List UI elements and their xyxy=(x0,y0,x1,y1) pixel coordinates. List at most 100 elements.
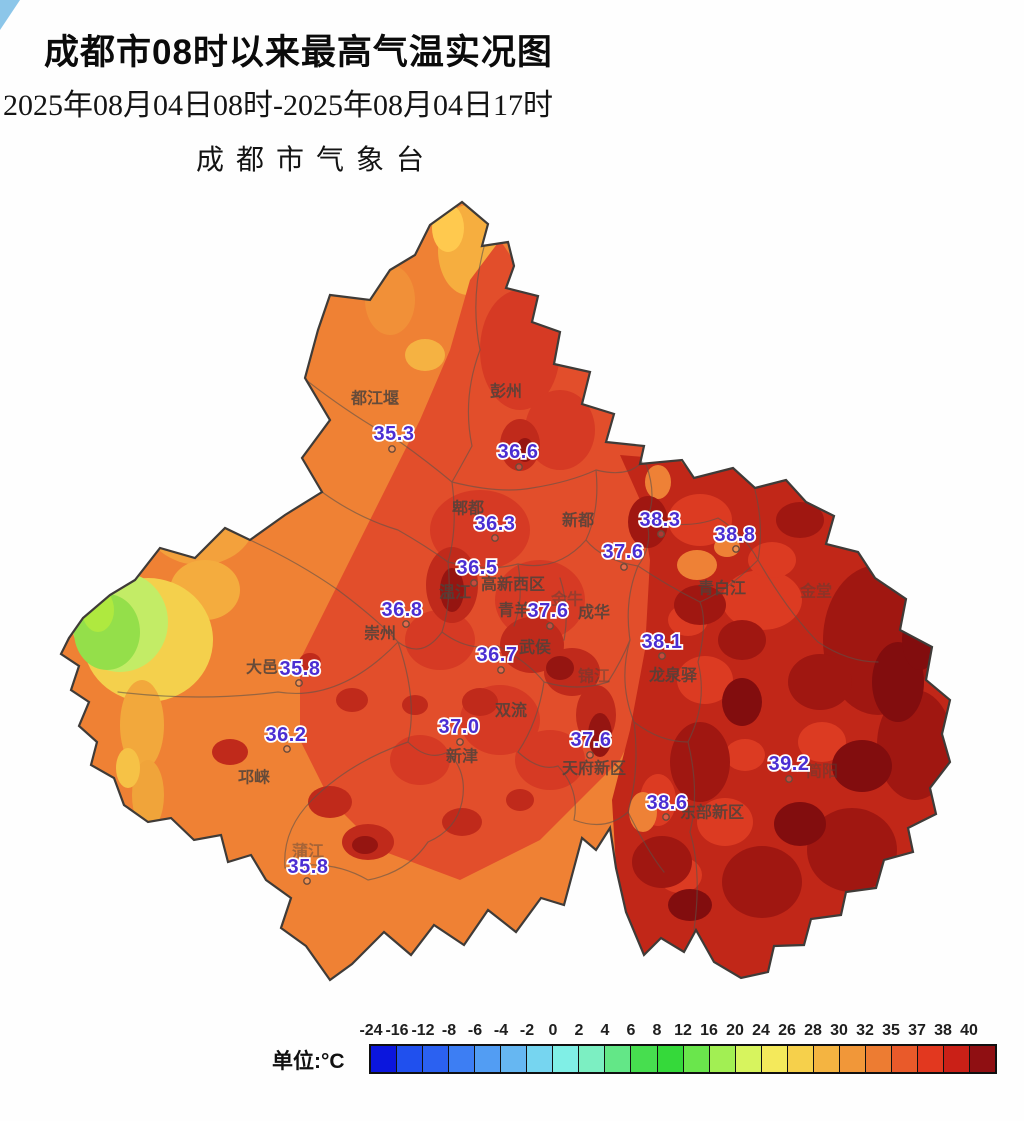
colorbar-tick-label: 4 xyxy=(600,1022,610,1039)
colorbar-cell xyxy=(423,1046,450,1072)
colorbar-cell xyxy=(631,1046,658,1072)
colorbar-tick-label: -2 xyxy=(519,1022,535,1039)
station-temperature-value: 36.3 xyxy=(475,513,516,535)
district-label: 大邑 xyxy=(246,658,278,677)
colorbar-cell xyxy=(371,1046,398,1072)
station-temperature-value: 38.8 xyxy=(715,524,756,546)
colorbar-cell xyxy=(891,1046,918,1072)
colorbar-cell xyxy=(735,1046,762,1072)
district-label: 金牛 xyxy=(550,590,583,609)
colorbar-cell xyxy=(917,1046,945,1072)
colorbar-cell xyxy=(787,1046,814,1072)
colorbar-cell xyxy=(970,1046,996,1072)
colorbar-cell xyxy=(683,1046,710,1072)
colorbar-cell xyxy=(527,1046,554,1072)
district-label: 成华 xyxy=(578,603,610,622)
date-range: 2025年08月04日08时-2025年08月04日17时 xyxy=(3,89,553,122)
station-temperature-value: 39.2 xyxy=(769,753,810,775)
district-label: 温江 xyxy=(438,584,471,602)
city-boundary xyxy=(59,200,952,982)
colorbar-cell xyxy=(449,1046,476,1072)
station-marker xyxy=(303,877,311,885)
colorbar-cell xyxy=(813,1046,840,1072)
station-marker xyxy=(456,738,464,746)
colorbar-cell xyxy=(475,1046,502,1072)
station-marker xyxy=(785,775,793,783)
district-label: 高新西区 xyxy=(481,575,545,594)
station-marker xyxy=(470,579,478,587)
district-label: 新津 xyxy=(446,747,478,766)
corner-decoration-icon xyxy=(0,0,20,30)
station-marker xyxy=(497,666,505,674)
station-temperature-value: 35.8 xyxy=(288,856,329,878)
station-marker xyxy=(295,679,303,687)
colorbar-tick-label: 24 xyxy=(752,1022,770,1039)
district-label: 锦江 xyxy=(578,667,610,686)
station-marker xyxy=(732,545,740,553)
colorbar-cell xyxy=(501,1046,528,1072)
district-label: 都江堰 xyxy=(350,389,399,408)
colorbar-unit-label: 单位:°C xyxy=(272,1050,345,1073)
colorbar-cell xyxy=(605,1046,632,1072)
district-label: 新都 xyxy=(562,511,594,530)
station-marker xyxy=(402,620,410,628)
station-marker xyxy=(657,530,665,538)
station-temperature-value: 36.2 xyxy=(266,724,307,746)
colorbar-tick-label: 30 xyxy=(830,1022,848,1039)
station-values-layer: 35.3 36.6 36.3 37.6 38.3 38.8 36.5 36.8 37.6 36.7… xyxy=(264,421,811,885)
colorbar-tick-label: -6 xyxy=(467,1022,483,1039)
district-label: 崇州 xyxy=(364,624,396,643)
colorbar-tick-label: -4 xyxy=(493,1022,509,1039)
district-borders xyxy=(117,246,879,931)
colorbar-tick-label: -8 xyxy=(441,1022,457,1039)
station-marker xyxy=(388,445,396,453)
station-marker xyxy=(620,563,628,571)
district-label: 龙泉驿 xyxy=(648,666,698,685)
colorbar-tick-label: -12 xyxy=(411,1022,435,1039)
colorbar-cell xyxy=(397,1046,424,1072)
colorbar-tick-label: 16 xyxy=(700,1022,718,1039)
station-marker xyxy=(662,813,670,821)
colorbar-tick-label: -16 xyxy=(385,1022,409,1039)
station-temperature-value: 38.3 xyxy=(640,509,681,531)
station-temperature-value: 37.6 xyxy=(603,541,644,563)
station-temperature-value: 38.1 xyxy=(642,631,683,653)
colorbar-cell xyxy=(579,1046,606,1072)
station-marker xyxy=(546,622,554,630)
station-temperature-value: 36.6 xyxy=(498,441,539,463)
district-label: 天府新区 xyxy=(562,759,626,778)
station-temperature-value: 36.7 xyxy=(477,644,518,666)
district-label: 青白江 xyxy=(698,579,746,598)
station-temperature-value: 37.6 xyxy=(528,600,569,622)
page-title: 成都市08时以来最高气温实况图 xyxy=(44,33,553,72)
colorbar-cell xyxy=(709,1046,736,1072)
station-temperature-value: 35.8 xyxy=(280,658,321,680)
district-label: 东部新区 xyxy=(680,803,744,822)
colorbar-tick-label: 0 xyxy=(548,1022,558,1039)
organization-name: 成都市气象台 xyxy=(196,145,437,176)
colorbar-tick-label: 38 xyxy=(934,1022,952,1039)
district-label: 武侯 xyxy=(519,638,551,657)
colorbar-cell xyxy=(944,1046,971,1072)
colorbar-cell xyxy=(761,1046,788,1072)
district-label: 双流 xyxy=(495,701,527,720)
district-label: 彭州 xyxy=(490,383,522,401)
colorbar-tick-label: 2 xyxy=(574,1022,584,1039)
district-label: 青羊 xyxy=(498,601,530,620)
district-label: 简阳 xyxy=(806,762,838,781)
station-temperature-value: 37.0 xyxy=(439,716,480,738)
station-temperature-value: 37.6 xyxy=(571,729,612,751)
district-label: 邛崃 xyxy=(238,768,270,787)
colorbar-cell xyxy=(839,1046,866,1072)
district-label: 蒲江 xyxy=(292,842,324,861)
district-label: 金堂 xyxy=(799,582,832,601)
colorbar-tick-label: 6 xyxy=(626,1022,636,1039)
station-marker xyxy=(586,751,594,759)
station-marker xyxy=(658,652,666,660)
colorbar-cell xyxy=(553,1046,580,1072)
colorbar-tick-label: 12 xyxy=(674,1022,692,1039)
station-temperature-value: 36.5 xyxy=(457,557,498,579)
colorbar-tick-label: -24 xyxy=(359,1022,383,1039)
